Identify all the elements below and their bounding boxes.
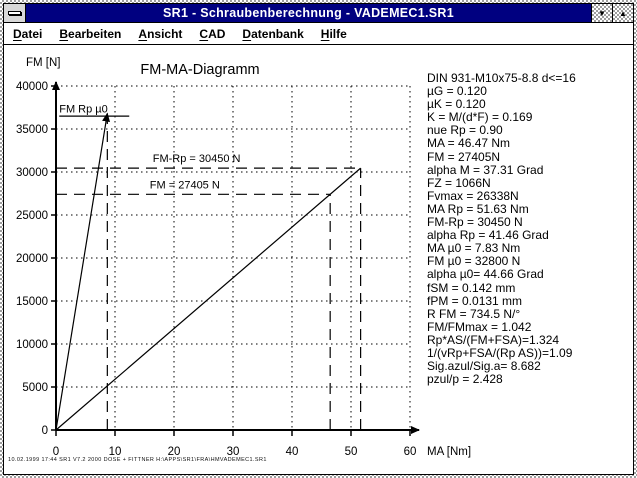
result-line: alpha Rp = 41.46 Grad [427,228,549,243]
menu-item-bearbeiten[interactable]: Bearbeiten [59,26,122,41]
result-line: Sig.azul/Sig.a= 8.682 [427,359,541,374]
menu-item-datei[interactable]: Datei [13,26,43,41]
result-line: DIN 931-M10x75-8.8 d<=16 [427,71,576,85]
result-line: fPM = 0.0131 mm [427,293,523,308]
result-line: nue Rp = 0.90 [427,123,503,138]
result-line: FZ = 1066N [427,175,491,190]
result-line: FM = 27405N [427,149,501,164]
result-line: µK = 0.120 [427,97,486,112]
svg-text:MA [Nm]: MA [Nm] [427,446,471,458]
maximize-icon: ▲ [619,8,627,18]
svg-text:60: 60 [404,446,417,458]
result-line: 1/(vRp+FSA/(Rp AS))=1.09 [427,345,573,360]
window-frame: SR1 - Schraubenberechnung - VADEMEC1.SR1… [3,3,634,475]
client-area: 0 5000 10000 15000 20000 25000 30000 35000 40000… [4,45,633,474]
menu-item-datenbank[interactable]: Datenbank [242,26,304,41]
svg-text:0: 0 [53,446,59,458]
system-menu-button[interactable] [4,4,26,22]
svg-text:FM [N]: FM [N] [26,57,61,69]
result-line: R FM = 734.5 N/° [427,306,521,321]
svg-text:10: 10 [109,446,122,458]
svg-text:15000: 15000 [16,296,48,308]
svg-text:25000: 25000 [16,210,48,222]
svg-text:FM = 27405 N: FM = 27405 N [150,179,220,191]
svg-text:40000: 40000 [16,81,48,93]
result-line: K = M/(d*F) = 0.169 [427,110,533,125]
minimize-button[interactable]: ▼ [591,4,612,22]
svg-text:50: 50 [345,446,358,458]
menu-item-hilfe[interactable]: Hilfe [320,26,347,41]
result-line: FM-Rp = 30450 N [427,215,523,230]
result-line: fSM = 0.142 mm [427,280,516,295]
title-bar: SR1 - Schraubenberechnung - VADEMEC1.SR1… [4,4,633,23]
results-panel: DIN 931-M10x75-8.8 d<=16 µG = 0.120 µK = 0… [427,71,632,387]
menu-bar: Datei Bearbeiten Ansicht CAD Datenbank Hilfe [4,23,633,45]
svg-text:40: 40 [286,446,299,458]
svg-text:FM Rp µ0: FM Rp µ0 [59,104,108,116]
result-line: alpha M = 37.31 Grad [427,162,544,177]
svg-text:0: 0 [42,425,48,437]
result-line: FM µ0 = 32800 N [427,254,521,269]
result-line: Fvmax = 26338N [427,188,519,203]
result-line: Rp*AS/(FM+FSA)=1.324 [427,332,560,347]
svg-text:20000: 20000 [16,253,48,265]
svg-text:30000: 30000 [16,167,48,179]
result-line: MA = 46.47 Nm [427,136,511,151]
maximize-button[interactable]: ▲ [612,4,633,22]
svg-text:20: 20 [168,446,181,458]
menu-item-cad[interactable]: CAD [199,26,226,41]
fm-ma-chart: 0 5000 10000 15000 20000 25000 30000 35000 40000… [4,45,633,474]
result-line: µG = 0.120 [427,84,487,99]
svg-text:10000: 10000 [16,339,48,351]
result-line: MA µ0 = 7.83 Nm [427,241,521,256]
svg-text:35000: 35000 [16,124,48,136]
status-footer: 10.02.1999 17:44 SR1 V7.2 2000 DOSE + FI… [8,457,267,463]
svg-text:FM-Rp = 30450 N: FM-Rp = 30450 N [153,153,241,165]
result-line: alpha µ0= 44.66 Grad [427,267,544,282]
minimize-icon: ▼ [598,8,606,18]
menu-item-ansicht[interactable]: Ansicht [138,26,183,41]
result-line: MA Rp = 51.63 Nm [427,201,529,216]
result-line: FM/FMmax = 1.042 [427,319,532,334]
system-menu-icon [8,11,21,15]
result-line: pzul/p = 2.428 [427,372,503,387]
svg-text:FM-MA-Diagramm: FM-MA-Diagramm [140,62,259,78]
svg-text:30: 30 [227,446,240,458]
window-title: SR1 - Schraubenberechnung - VADEMEC1.SR1 [163,6,454,20]
svg-text:5000: 5000 [22,382,48,394]
